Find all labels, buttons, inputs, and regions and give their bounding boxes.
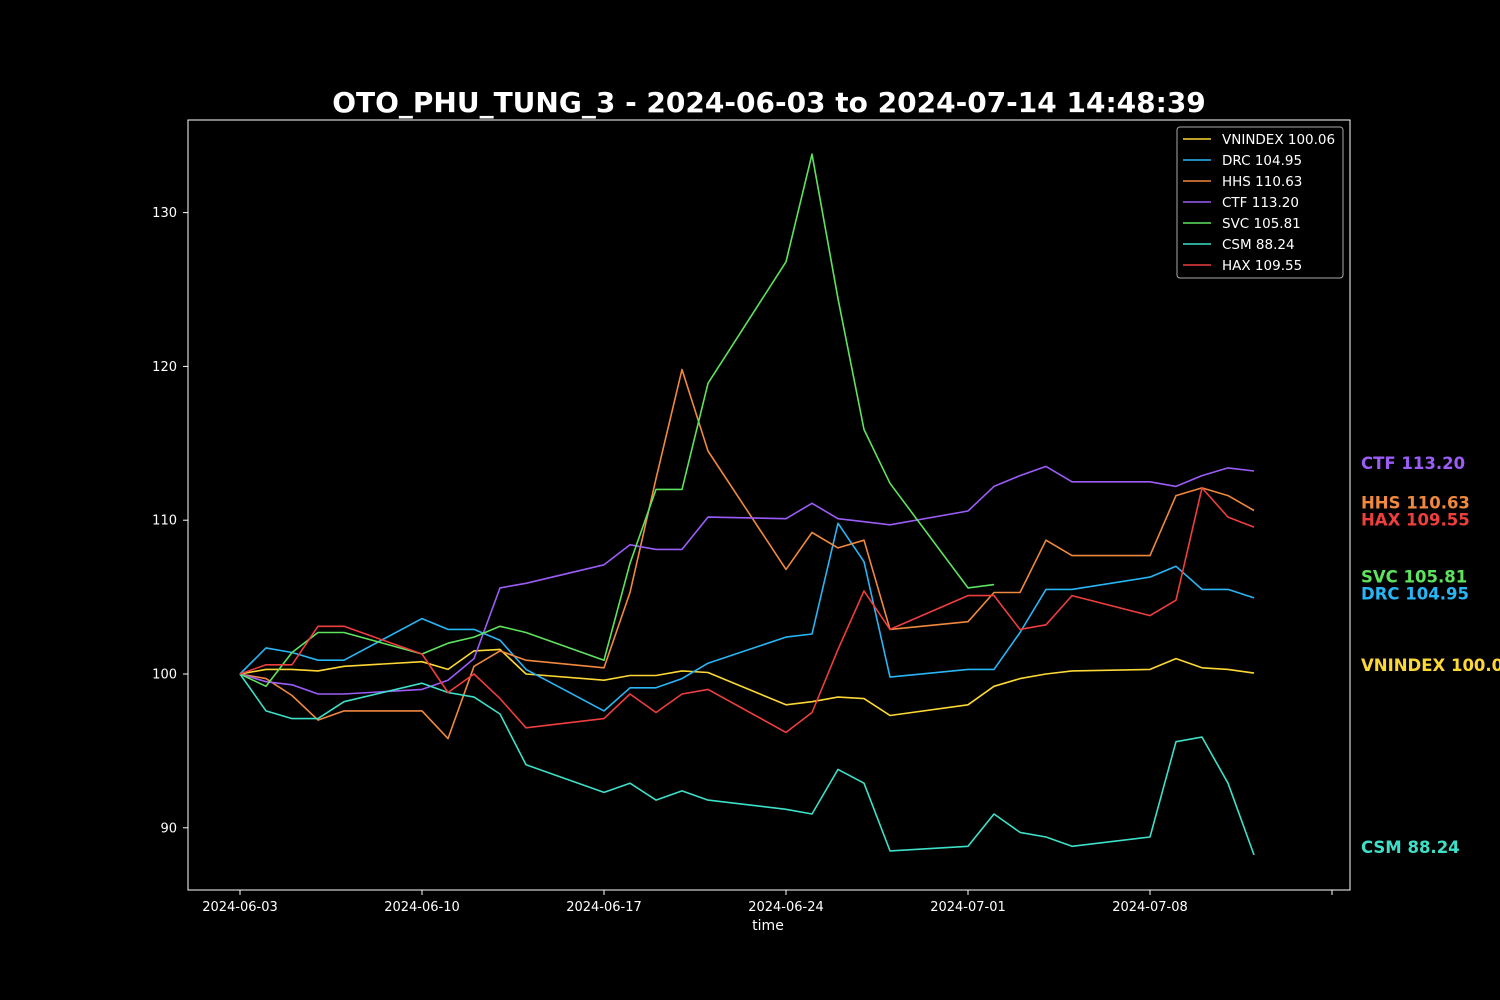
- x-axis: 2024-06-03 2024-06-10 2024-06-17 2024-06-24…: [202, 890, 1333, 915]
- end-label-svc: SVC 105.81: [1361, 568, 1467, 587]
- end-label-ctf: CTF 113.20: [1361, 454, 1465, 473]
- legend-label-drc: DRC 104.95: [1222, 153, 1302, 169]
- series-line-ctf: [239, 465, 1255, 695]
- x-tick-label: 2024-06-10: [384, 900, 460, 915]
- y-tick-label: 130: [152, 206, 177, 221]
- end-label-hhs: HHS 110.63: [1361, 494, 1470, 513]
- y-tick-label: 90: [160, 821, 177, 836]
- legend-label-ctf: CTF 113.20: [1222, 195, 1299, 211]
- legend-label-hax: HAX 109.55: [1222, 258, 1302, 274]
- plot-area: [187, 119, 1351, 891]
- legend-label-vnindex: VNINDEX 100.06: [1222, 132, 1335, 148]
- series-line-vnindex: [239, 648, 1255, 717]
- end-label-csm: CSM 88.24: [1361, 838, 1460, 857]
- x-tick-label: 2024-07-08: [1112, 900, 1188, 915]
- y-tick-label: 100: [152, 668, 177, 683]
- y-axis: 90 100 110 120 130: [152, 206, 188, 836]
- series-line-csm: [239, 673, 1255, 856]
- legend: VNINDEX 100.06 DRC 104.95 HHS 110.63 CTF 11…: [1176, 126, 1344, 279]
- legend-label-svc: SVC 105.81: [1222, 216, 1301, 232]
- x-tick-label: 2024-06-24: [748, 900, 824, 915]
- legend-label-csm: CSM 88.24: [1222, 237, 1295, 253]
- legend-label-hhs: HHS 110.63: [1222, 174, 1302, 190]
- chart-title: OTO_PHU_TUNG_3 - 2024-06-03 to 2024-07-1…: [332, 86, 1206, 119]
- y-tick-label: 120: [152, 360, 177, 375]
- x-tick-label: 2024-06-17: [566, 900, 642, 915]
- x-tick-label: 2024-06-03: [202, 900, 278, 915]
- end-label-hax: HAX 109.55: [1361, 511, 1470, 530]
- series-line-drc: [239, 522, 1255, 712]
- series-lines: [239, 153, 1255, 856]
- series-line-hax: [239, 487, 1255, 734]
- x-axis-label: time: [752, 918, 784, 934]
- legend-box: [1176, 126, 1344, 279]
- y-tick-label: 110: [152, 514, 177, 529]
- series-line-hhs: [239, 368, 1255, 740]
- series-line-svc: [239, 153, 995, 688]
- end-label-drc: DRC 104.95: [1361, 585, 1469, 604]
- x-tick-label: 2024-07-01: [930, 900, 1006, 915]
- end-label-vnindex: VNINDEX 100.06: [1361, 656, 1500, 675]
